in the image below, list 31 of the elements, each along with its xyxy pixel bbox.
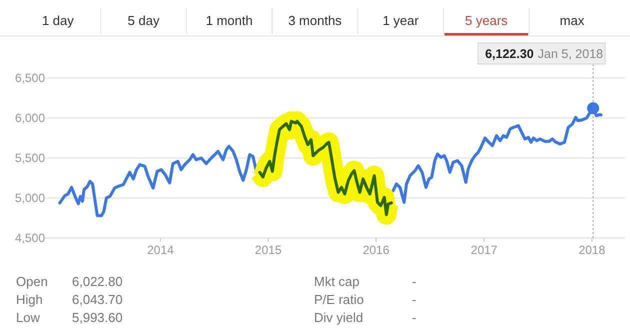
text: - [412,274,416,289]
text: Open [16,274,48,289]
x-tick-label: 2018 [578,243,606,257]
y-tick-label: 6,000 [14,111,46,125]
text: 6,122.30 [485,47,534,61]
text: 1 month [206,13,253,28]
x-tick-label: 2014 [147,243,174,257]
x-tick-label: 2017 [470,243,498,257]
text: 6,022.80 [72,274,123,289]
text: Jan 5, 2018 [538,47,604,61]
text: 5 years [465,13,508,28]
x-tick-label: 2015 [254,243,282,257]
text: 6,043.70 [72,292,123,307]
text: Low [16,310,40,325]
text: 1 day [42,13,74,28]
text: - [412,310,416,325]
y-tick-label: 4,500 [14,231,46,245]
text: 3 months [288,13,342,28]
text: High [16,292,43,307]
text: - [412,292,416,307]
text: max [560,13,585,28]
text: 1 year [382,13,420,28]
text: P/E ratio [314,292,364,307]
text: 5,993.60 [72,310,123,325]
text: Div yield [314,310,364,325]
y-tick-label: 5,000 [14,191,46,205]
y-tick-label: 5,500 [14,151,46,165]
x-tick-label: 2016 [362,243,390,257]
text: 5 day [128,13,160,28]
text: Mkt cap [314,274,360,289]
y-tick-label: 6,500 [14,71,46,85]
